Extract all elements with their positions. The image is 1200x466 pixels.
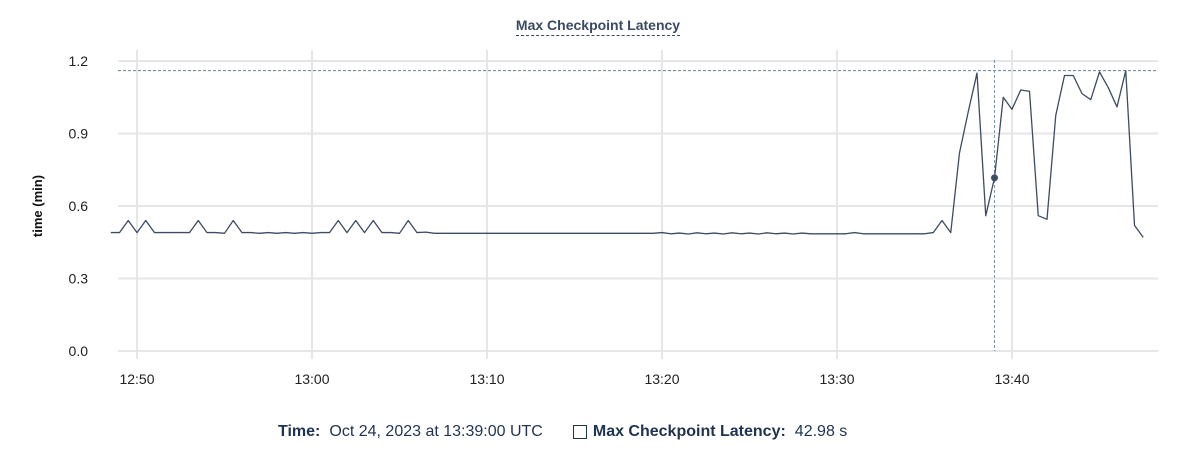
y-axis-label: time (min) bbox=[30, 175, 45, 237]
x-tick-label: 13:10 bbox=[469, 371, 504, 387]
series-line-max-checkpoint-latency[interactable] bbox=[110, 70, 1144, 238]
y-tick-label: 0.3 bbox=[69, 271, 89, 287]
x-tick-label: 13:30 bbox=[819, 371, 854, 387]
y-tick-label: 1.2 bbox=[69, 53, 89, 69]
series-swatch-checkbox[interactable] bbox=[572, 425, 587, 439]
chart-title-text: Max Checkpoint Latency bbox=[515, 17, 681, 36]
y-tick-label: 0.6 bbox=[69, 198, 89, 214]
series-label: Max Checkpoint Latency: bbox=[592, 423, 786, 440]
y-tick-label: 0.0 bbox=[69, 343, 89, 359]
x-tick-label: 12:50 bbox=[119, 371, 154, 387]
time-label: Time: bbox=[278, 423, 321, 440]
x-tick-label: 13:20 bbox=[644, 371, 679, 387]
hover-data-point[interactable] bbox=[991, 174, 998, 182]
chart-title[interactable]: Max Checkpoint Latency bbox=[0, 17, 1196, 36]
time-value: Oct 24, 2023 at 13:39:00 UTC bbox=[329, 423, 543, 440]
x-tick-label: 13:00 bbox=[294, 371, 329, 387]
y-tick-label: 0.9 bbox=[69, 126, 89, 142]
hover-legend: Time: Oct 24, 2023 at 13:39:00 UTC Max C… bbox=[278, 423, 847, 441]
x-tick-label: 13:40 bbox=[994, 371, 1029, 387]
series-value: 42.98 s bbox=[794, 423, 848, 440]
